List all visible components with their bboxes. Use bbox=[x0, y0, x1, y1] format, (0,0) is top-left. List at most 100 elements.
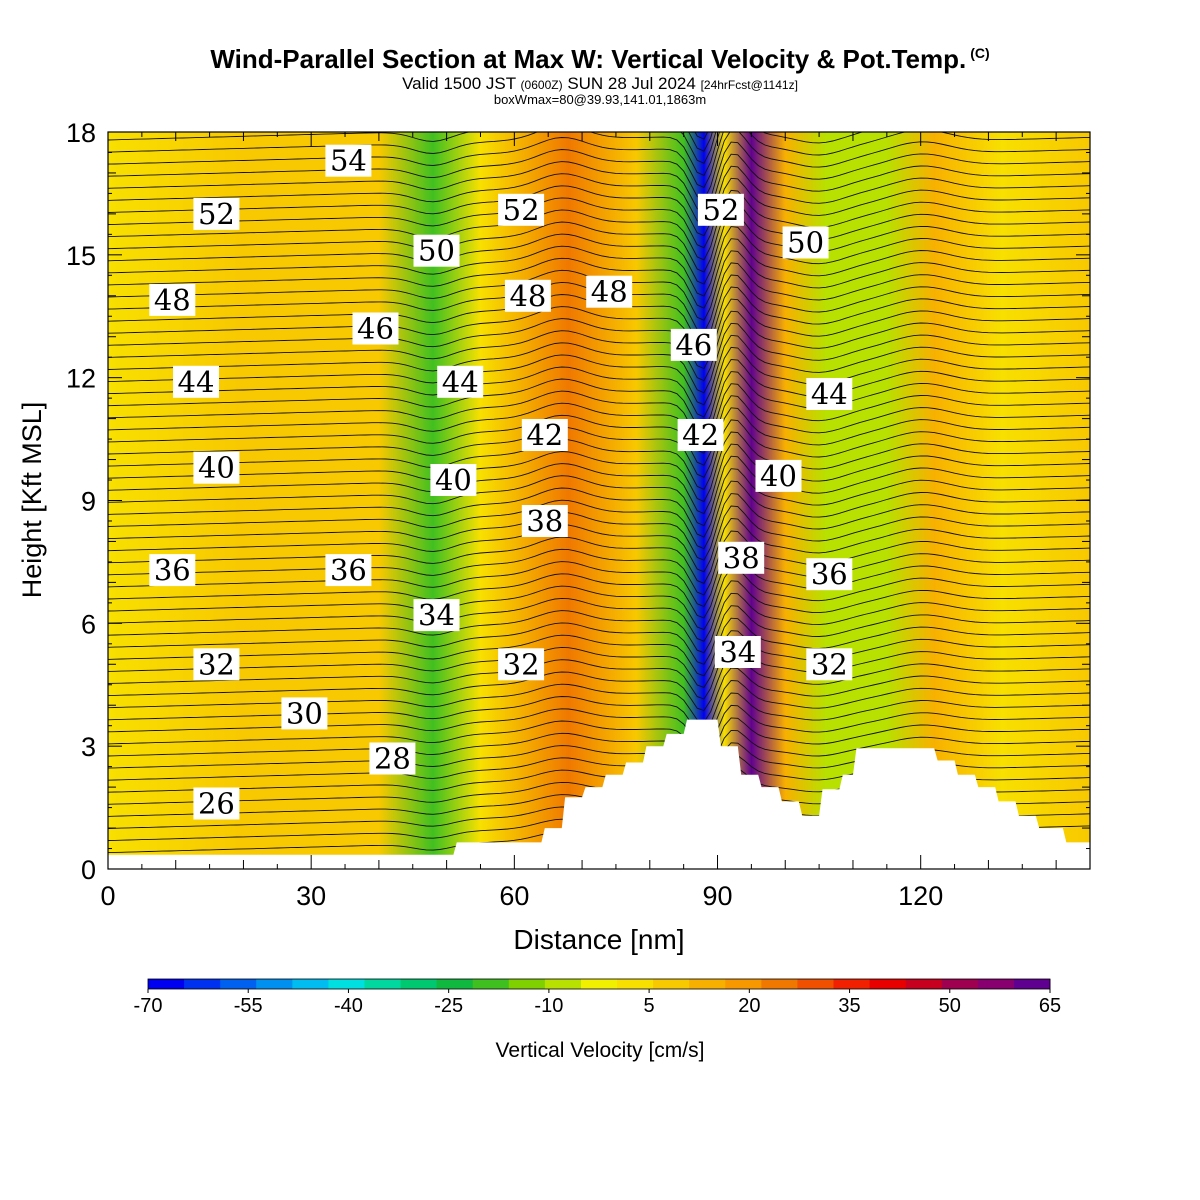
y-tick-label: 3 bbox=[81, 732, 96, 762]
isentrope-label: 50 bbox=[413, 234, 460, 268]
isentrope-line bbox=[108, 592, 1090, 654]
isentrope-label: 36 bbox=[149, 553, 196, 587]
isentrope-label-text: 48 bbox=[154, 283, 191, 317]
isentrope-label-text: 40 bbox=[760, 459, 797, 493]
colorbar-tick-label: 20 bbox=[738, 995, 760, 1017]
isentrope-label-text: 50 bbox=[787, 226, 824, 260]
isentrope-line bbox=[108, 383, 1090, 454]
isentrope-label: 34 bbox=[413, 598, 460, 632]
isentrope-label: 52 bbox=[697, 193, 744, 227]
colorbar-swatch bbox=[869, 979, 907, 989]
colorbar-tick-label: -40 bbox=[334, 995, 363, 1017]
colorbar-swatch bbox=[653, 979, 690, 989]
colorbar-tick-label: -55 bbox=[234, 995, 263, 1017]
isentrope-line bbox=[108, 555, 1090, 619]
isentrope-label-text: 38 bbox=[526, 504, 563, 538]
isentrope-line bbox=[108, 667, 1090, 723]
colorbar-swatch bbox=[364, 979, 402, 989]
isentrope-line bbox=[108, 419, 1090, 490]
y-tick-label: 18 bbox=[66, 118, 96, 148]
valid-fcst: [24hrFcst@1141z] bbox=[700, 78, 798, 92]
isentrope-line bbox=[108, 580, 1090, 642]
isentrope-label: 30 bbox=[281, 696, 328, 730]
isentrope-line bbox=[108, 132, 864, 176]
isentrope-label: 44 bbox=[437, 365, 484, 399]
x-axis-label: Distance [nm] bbox=[513, 924, 684, 955]
valid-zulu: (0600Z) bbox=[520, 78, 563, 92]
colorbar-swatch bbox=[977, 979, 1015, 989]
isentrope-label-text: 40 bbox=[435, 463, 472, 497]
isentrope-line bbox=[108, 238, 1090, 309]
isentrope-label-text: 32 bbox=[811, 647, 848, 681]
velocity-field bbox=[108, 132, 1090, 869]
isentrope-label: 40 bbox=[755, 459, 802, 493]
isentrope-line bbox=[108, 518, 1090, 584]
colorbar-tick-label: 5 bbox=[644, 995, 655, 1017]
isentrope-label-text: 38 bbox=[723, 541, 760, 575]
y-tick-label: 15 bbox=[66, 241, 96, 271]
isentrope-label: 50 bbox=[782, 226, 829, 260]
isentrope-label: 38 bbox=[718, 541, 765, 575]
isentrope-label-text: 32 bbox=[503, 647, 540, 681]
colorbar-swatch bbox=[905, 979, 943, 989]
isentrope-label: 28 bbox=[369, 742, 416, 776]
colorbar-swatch bbox=[544, 979, 582, 989]
colorbar-label: Vertical Velocity [cm/s] bbox=[496, 1039, 705, 1062]
isentrope-label-text: 44 bbox=[178, 365, 215, 399]
isentrope-label-text: 46 bbox=[357, 312, 394, 346]
colorbar-swatch bbox=[220, 979, 257, 989]
isentrope-label-text: 42 bbox=[526, 418, 563, 452]
isentrope-label-text: 52 bbox=[702, 193, 739, 227]
isentrope-label-text: 44 bbox=[811, 377, 848, 411]
isentrope-label: 40 bbox=[193, 451, 240, 485]
isentrope-label-text: 32 bbox=[198, 647, 235, 681]
isentrope-label-text: 52 bbox=[503, 193, 540, 227]
isentrope-label: 44 bbox=[173, 365, 219, 399]
colorbar-swatch bbox=[941, 979, 979, 989]
isentrope-line bbox=[108, 165, 1090, 237]
isentrope-label-text: 48 bbox=[591, 275, 628, 309]
colorbar-swatch bbox=[761, 979, 798, 989]
isentrope-line bbox=[108, 226, 1090, 297]
isentrope-line bbox=[108, 530, 1090, 596]
isentrope-label: 46 bbox=[352, 312, 399, 346]
colorbar-tick-label: -25 bbox=[434, 995, 463, 1017]
isentrope-label: 32 bbox=[806, 647, 853, 681]
isentrope-line bbox=[108, 346, 1090, 418]
colorbar-swatch bbox=[797, 979, 834, 989]
colorbar-tick-label: 65 bbox=[1039, 995, 1061, 1017]
isentrope-line bbox=[108, 371, 1090, 442]
x-tick-label: 60 bbox=[499, 881, 529, 911]
isentrope-line bbox=[108, 298, 1090, 370]
isentrope-line bbox=[108, 177, 1090, 249]
isentrope-line bbox=[108, 322, 1090, 394]
isentrope-line bbox=[108, 655, 1090, 712]
colorbar-tick-label: -10 bbox=[534, 995, 563, 1017]
isentrope-line bbox=[108, 359, 1090, 430]
isentrope-label: 48 bbox=[586, 275, 633, 309]
isentrope-label: 48 bbox=[149, 283, 196, 317]
y-tick-label: 9 bbox=[81, 487, 96, 517]
isentrope-label: 54 bbox=[325, 144, 372, 178]
x-tick-label: 90 bbox=[702, 881, 732, 911]
isentrope-line bbox=[108, 407, 1090, 478]
terrain bbox=[108, 719, 1090, 869]
isentrope-label-text: 36 bbox=[330, 553, 367, 587]
colorbar-swatch bbox=[184, 979, 221, 989]
isentrope-line bbox=[108, 443, 1090, 515]
isentrope-label: 52 bbox=[498, 193, 545, 227]
isentrope-label: 32 bbox=[193, 647, 240, 681]
isentrope-line bbox=[694, 132, 709, 140]
isentrope-line bbox=[108, 642, 1090, 700]
isentrope-label: 26 bbox=[193, 787, 240, 821]
isentrope-line bbox=[108, 468, 1090, 538]
isentrope-label-text: 54 bbox=[330, 144, 367, 178]
y-tick-label: 12 bbox=[66, 364, 96, 394]
isentrope-label: 38 bbox=[521, 504, 568, 538]
isentrope-line bbox=[108, 704, 1090, 758]
colorbar-swatch bbox=[400, 979, 438, 989]
isentrope-label: 32 bbox=[498, 647, 545, 681]
colorbar-tick-label: 50 bbox=[939, 995, 961, 1017]
